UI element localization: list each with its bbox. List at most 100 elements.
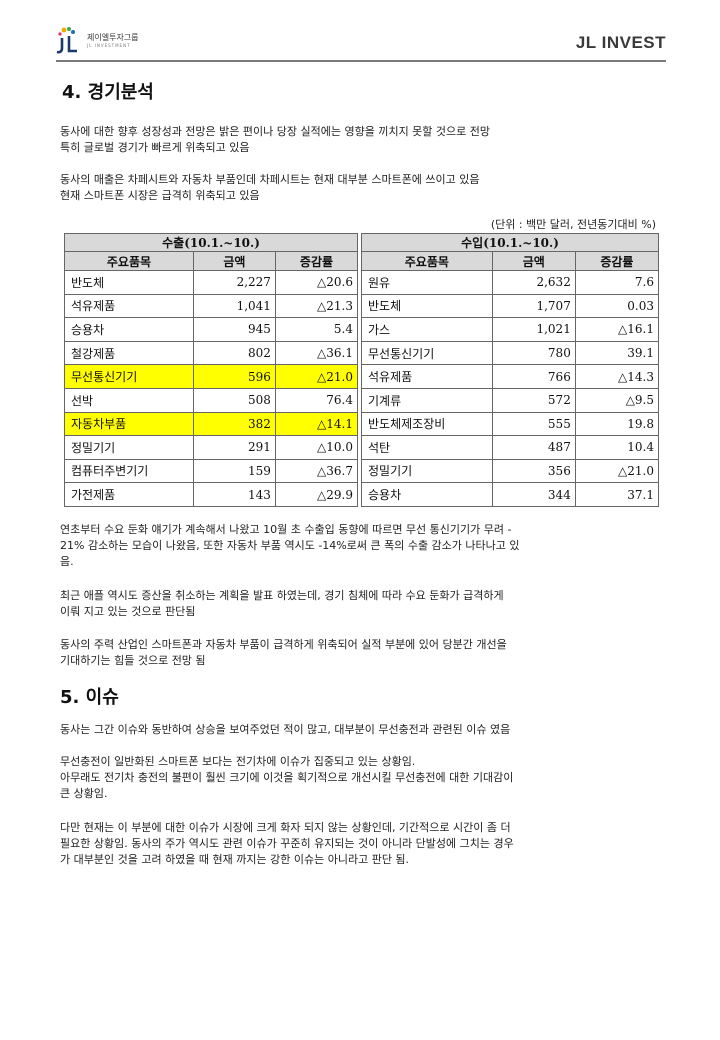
export-item-cell: 자동차부품 bbox=[64, 411, 194, 437]
import-change-cell: 39.1 bbox=[574, 340, 660, 366]
import-change-cell: △16.1 bbox=[574, 317, 660, 342]
text-line: 21% 감소하는 모습이 나왔음, 또한 자동차 부품 역시도 -14%로써 큰… bbox=[60, 539, 520, 552]
import-row: 무선통신기기 780 39.1 bbox=[361, 340, 660, 366]
export-change-cell: △21.3 bbox=[274, 293, 359, 319]
export-item-cell: 컴퓨터주변기기 bbox=[64, 458, 194, 484]
export-amount-cell: 159 bbox=[192, 458, 276, 484]
export-item-cell: 승용차 bbox=[64, 317, 194, 342]
import-item-cell: 원유 bbox=[361, 269, 493, 295]
import-header-change: 증감률 bbox=[574, 251, 660, 271]
text-line: 가 대부분인 것을 고려 하였을 때 현재 까지는 강한 이슈는 아니라고 판단… bbox=[60, 853, 410, 866]
import-amount-cell: 1,021 bbox=[491, 317, 576, 342]
export-item-cell: 석유제품 bbox=[64, 293, 194, 319]
import-change-cell: 19.8 bbox=[574, 411, 660, 437]
export-row: 무선통신기기 596 △21.0 bbox=[64, 364, 359, 389]
export-change-cell: △36.1 bbox=[274, 340, 359, 366]
import-change-cell: △9.5 bbox=[574, 387, 660, 413]
import-row: 정밀기기 356 △21.0 bbox=[361, 458, 660, 484]
import-rows: 원유 2,632 7.6 반도체 1,707 0.03 가스 1,021 △16.1 무선통신기기… bbox=[361, 269, 660, 507]
import-header-amount: 금액 bbox=[491, 251, 576, 271]
export-change-cell: △14.1 bbox=[274, 411, 359, 437]
import-amount-cell: 344 bbox=[491, 482, 576, 507]
section-5-paragraph-3: 다만 현재는 이 부분에 대한 이슈가 시장에 크게 화자 되지 않는 상황인데… bbox=[60, 820, 662, 868]
text-line: 기대하기는 힘들 것으로 전망 됨 bbox=[60, 654, 206, 667]
export-caption: 수출(10.1.~10.) bbox=[64, 232, 358, 253]
text-line: 현재 스마트폰 시장은 급격히 위축되고 있음 bbox=[60, 189, 260, 202]
import-item-cell: 승용차 bbox=[361, 482, 493, 507]
header-divider bbox=[56, 60, 666, 62]
export-rows: 반도체 2,227 △20.6 석유제품 1,041 △21.3 승용차 945 5.4 철강제품… bbox=[64, 269, 359, 507]
export-row: 가전제품 143 △29.9 bbox=[64, 482, 359, 507]
import-change-cell: 0.03 bbox=[574, 293, 660, 319]
export-amount-cell: 291 bbox=[192, 435, 276, 460]
import-item-cell: 석탄 bbox=[361, 435, 493, 460]
export-row: 컴퓨터주변기기 159 △36.7 bbox=[64, 458, 359, 484]
text-line: 음. bbox=[60, 555, 74, 568]
export-change-cell: 5.4 bbox=[274, 317, 359, 342]
export-change-cell: △21.0 bbox=[274, 364, 359, 389]
import-amount-cell: 572 bbox=[491, 387, 576, 413]
import-caption: 수입(10.1.~10.) bbox=[361, 232, 659, 253]
text-line: 동사의 주력 산업인 스마트폰과 자동차 부품이 급격하게 위축되어 실적 부분… bbox=[60, 638, 507, 651]
import-amount-cell: 487 bbox=[491, 435, 576, 460]
import-item-cell: 반도체 bbox=[361, 293, 493, 319]
company-logo: 제이엘투자그룹 JL INVESTMENT bbox=[54, 26, 204, 58]
import-change-cell: 37.1 bbox=[574, 482, 660, 507]
import-item-cell: 기계류 bbox=[361, 387, 493, 413]
import-header-item: 주요품목 bbox=[361, 251, 493, 271]
analysis-paragraph-2: 최근 애플 역시도 증산을 취소하는 계획을 발표 하였는데, 경기 침체에 따… bbox=[60, 588, 662, 620]
section-5-paragraph-2: 무선충전이 일반화된 스마트폰 보다는 전기차에 이슈가 집중되고 있는 상황임… bbox=[60, 754, 662, 802]
import-row: 반도체 1,707 0.03 bbox=[361, 293, 660, 319]
import-table: 수입(10.1.~10.) 주요품목 금액 증감률 원유 2,632 7.6 반도체 1… bbox=[361, 232, 660, 507]
analysis-paragraph-1: 연초부터 수요 둔화 얘기가 계속해서 나왔고 10월 초 수출입 동향에 따르… bbox=[60, 522, 662, 570]
section-4-title: 4. 경기분석 bbox=[62, 82, 154, 103]
export-row: 승용차 945 5.4 bbox=[64, 317, 359, 342]
section-5-paragraph-1: 동사는 그간 이슈와 동반하여 상승을 보여주었던 적이 많고, 대부분이 무선… bbox=[60, 722, 662, 738]
export-amount-cell: 2,227 bbox=[192, 269, 276, 295]
import-row: 승용차 344 37.1 bbox=[361, 482, 660, 507]
import-row: 석유제품 766 △14.3 bbox=[361, 364, 660, 389]
export-amount-cell: 508 bbox=[192, 387, 276, 413]
export-item-cell: 정밀기기 bbox=[64, 435, 194, 460]
export-row: 석유제품 1,041 △21.3 bbox=[64, 293, 359, 319]
table-unit-note: (단위 : 백만 달러, 전년동기대비 %) bbox=[490, 218, 656, 231]
export-amount-cell: 596 bbox=[192, 364, 276, 389]
import-amount-cell: 766 bbox=[491, 364, 576, 389]
export-item-cell: 가전제품 bbox=[64, 482, 194, 507]
export-header-change: 증감률 bbox=[274, 251, 359, 271]
import-row: 석탄 487 10.4 bbox=[361, 435, 660, 460]
text-line: 동사는 그간 이슈와 동반하여 상승을 보여주었던 적이 많고, 대부분이 무선… bbox=[60, 723, 511, 736]
export-header-amount: 금액 bbox=[192, 251, 276, 271]
export-row: 정밀기기 291 △10.0 bbox=[64, 435, 359, 460]
export-amount-cell: 143 bbox=[192, 482, 276, 507]
brand-title: JL INVEST bbox=[575, 33, 666, 52]
export-row: 반도체 2,227 △20.6 bbox=[64, 269, 359, 295]
import-change-cell: 10.4 bbox=[574, 435, 660, 460]
export-row: 자동차부품 382 △14.1 bbox=[64, 411, 359, 437]
text-line: 무선충전이 일반화된 스마트폰 보다는 전기차에 이슈가 집중되고 있는 상황임… bbox=[60, 755, 416, 768]
import-item-cell: 정밀기기 bbox=[361, 458, 493, 484]
section-4-paragraph-2: 동사의 매출은 차페시트와 자동차 부품인데 차페시트는 현재 대부분 스마트폰… bbox=[60, 172, 662, 204]
analysis-paragraph-3: 동사의 주력 산업인 스마트폰과 자동차 부품이 급격하게 위축되어 실적 부분… bbox=[60, 637, 662, 669]
export-amount-cell: 1,041 bbox=[192, 293, 276, 319]
export-change-cell: △20.6 bbox=[274, 269, 359, 295]
trade-table: 수출(10.1.~10.) 주요품목 금액 증감률 반도체 2,227 △20.6 석… bbox=[64, 232, 660, 507]
export-change-cell: 76.4 bbox=[274, 387, 359, 413]
export-item-cell: 철강제품 bbox=[64, 340, 194, 366]
export-amount-cell: 802 bbox=[192, 340, 276, 366]
export-change-cell: △29.9 bbox=[274, 482, 359, 507]
import-row: 가스 1,021 △16.1 bbox=[361, 317, 660, 342]
export-item-cell: 선박 bbox=[64, 387, 194, 413]
text-line: 큰 상황임. bbox=[60, 787, 108, 800]
export-amount-cell: 945 bbox=[192, 317, 276, 342]
text-line: 최근 애플 역시도 증산을 취소하는 계획을 발표 하였는데, 경기 침체에 따… bbox=[60, 589, 504, 602]
export-item-cell: 반도체 bbox=[64, 269, 194, 295]
import-change-cell: 7.6 bbox=[574, 269, 660, 295]
import-amount-cell: 2,632 bbox=[491, 269, 576, 295]
import-item-cell: 반도체제조장비 bbox=[361, 411, 493, 437]
import-row: 기계류 572 △9.5 bbox=[361, 387, 660, 413]
import-change-cell: △21.0 bbox=[574, 458, 660, 484]
export-row: 선박 508 76.4 bbox=[64, 387, 359, 413]
export-amount-cell: 382 bbox=[192, 411, 276, 437]
export-header-item: 주요품목 bbox=[64, 251, 194, 271]
